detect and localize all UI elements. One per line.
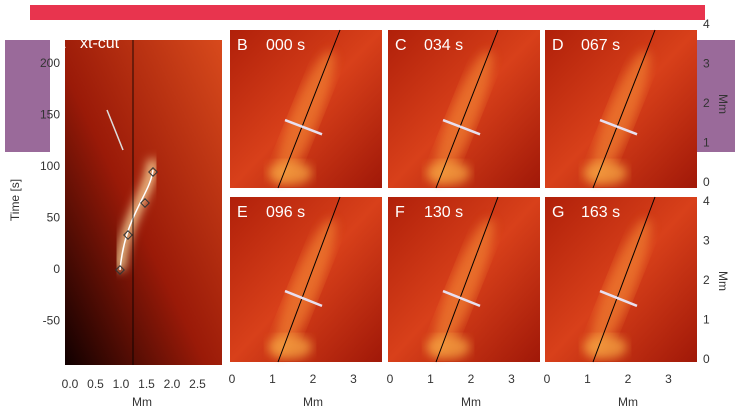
panel-letter: E [237,204,248,221]
x-tick-label: 2 [310,372,317,386]
panel-label: 000 s [266,37,305,54]
cut-marker [442,289,481,308]
x-tick-label: 1.5 [138,377,155,391]
y-tick-label: 100 [40,159,60,173]
panel-letter: B [237,37,248,54]
fiducial [106,109,124,151]
x-tick-label: 2 [468,372,475,386]
bright-streak [432,218,494,357]
slit-line [277,29,341,189]
slit-line [592,29,656,189]
bright-spot [426,161,470,185]
bright-streak [590,50,650,184]
panel-label: 096 s [266,204,305,221]
panel-label: 067 s [581,37,620,54]
diamond [115,265,125,275]
x-tick-label: 2 [625,372,632,386]
x-tick-label: 3 [350,372,357,386]
right-y-axis-title: Mm [716,94,730,114]
panel-label: 163 s [581,204,620,221]
y-tick-label: 50 [47,211,61,225]
x-tick-label: 0.0 [62,377,79,391]
cut-marker [284,289,323,308]
y-axis-title: Time [s] [8,179,22,221]
right-y-tick-label: 2 [703,96,710,110]
bright-streak [433,50,493,184]
diamond [123,230,133,240]
x-tick-label: 0 [544,372,551,386]
x-tick-label: 1 [427,372,434,386]
right-y-tick-label: 3 [703,57,710,71]
right-y-tick-label: 1 [703,313,710,327]
right-y-tick-label: 3 [703,234,710,248]
cut-marker [599,289,638,308]
x-tick-label: 0.5 [87,377,104,391]
panel-letter: F [395,204,405,221]
glitch-bar [30,5,705,20]
bright-spot [583,335,627,359]
y-tick-label: -50 [43,314,61,328]
panel-letter: A [55,35,66,52]
y-tick-label: 0 [53,262,60,276]
right-y-tick-label: 1 [703,136,710,150]
diamond [148,167,158,177]
bright-streak [589,218,651,357]
panel-label: 130 s [424,204,463,221]
right-y-tick-label: 0 [703,175,710,189]
panel-letter: D [552,37,564,54]
x-tick-label: 1.0 [113,377,130,391]
x-axis-title: Mm [618,395,638,409]
x-tick-label: 1 [269,372,276,386]
y-tick-label: 200 [40,56,60,70]
glitch-block [5,40,50,152]
panel-letter: G [552,204,564,221]
slit-line [435,196,499,363]
bright-spot [268,335,312,359]
panel-letter: C [395,37,407,54]
right-y-tick-label: 0 [703,352,710,366]
y-tick-label: 150 [40,108,60,122]
diamond [140,198,150,208]
slit-line [277,196,341,363]
cut-marker [599,118,638,136]
bright-spot [426,335,470,359]
right-y-tick-label: 4 [703,17,710,31]
right-y-tick-label: 2 [703,273,710,287]
slit-line [592,196,656,363]
x-tick-label: 3 [665,372,672,386]
bright-streak [274,218,336,357]
cut-marker [442,118,481,136]
x-tick-label: 0 [387,372,394,386]
slit-line [435,29,499,189]
x-axis-title: Mm [461,395,481,409]
bright-spot [268,161,312,185]
x-axis-title: Mm [303,395,323,409]
right-y-axis-title: Mm [716,271,730,291]
bright-streak [275,50,335,184]
panel-label: 034 s [424,37,463,54]
panel-label: xt-cut [80,35,120,52]
track-line [119,169,154,271]
x-tick-label: 2.5 [189,377,206,391]
x-tick-label: 3 [508,372,515,386]
x-tick-label: 2.0 [164,377,181,391]
x-axis-title: Mm [132,395,152,409]
right-y-tick-label: 4 [703,194,710,208]
x-tick-label: 0 [229,372,236,386]
x-tick-label: 1 [584,372,591,386]
cut-marker [284,118,323,136]
bright-spot [583,161,627,185]
